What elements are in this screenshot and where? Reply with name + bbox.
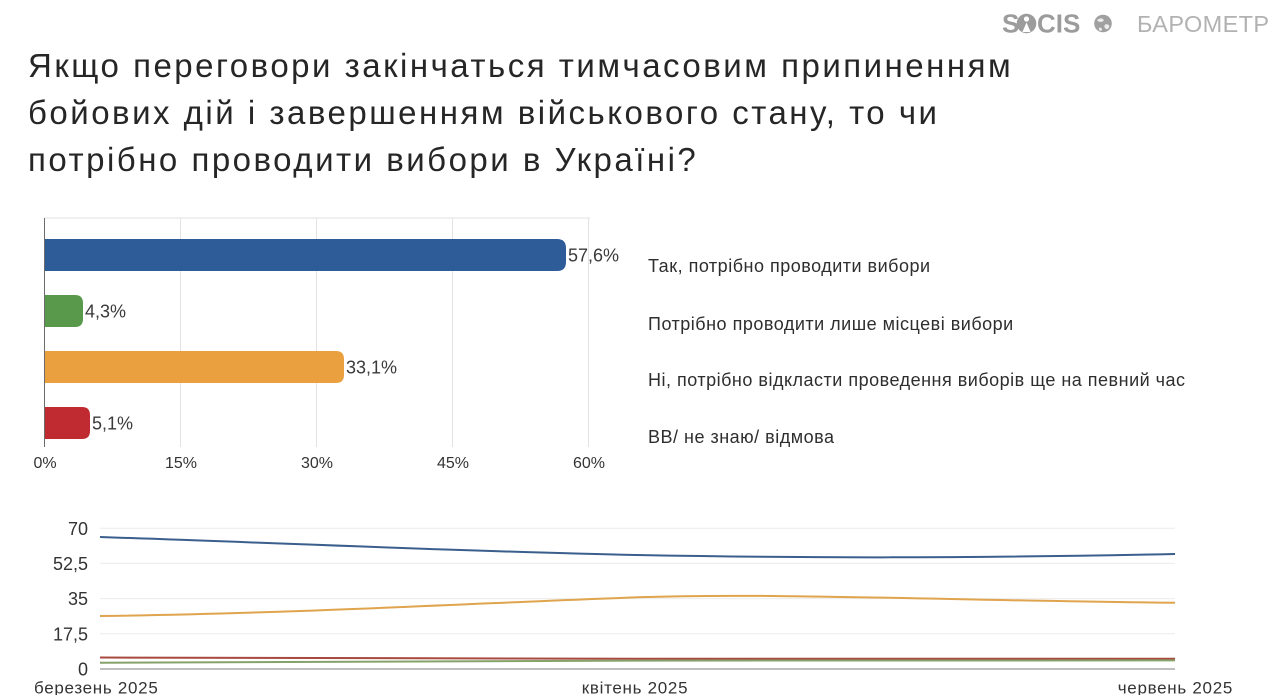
svg-text:березень 2025: березень 2025	[34, 679, 158, 695]
svg-text:52,5: 52,5	[53, 554, 88, 574]
svg-text:червень 2025: червень 2025	[1118, 679, 1233, 695]
svg-text:S: S	[1002, 9, 1019, 39]
svg-text:0%: 0%	[33, 455, 56, 472]
svg-text:БАРОМЕТР: БАРОМЕТР	[1137, 11, 1270, 37]
svg-text:квітень 2025: квітень 2025	[582, 679, 688, 695]
svg-text:5,1%: 5,1%	[92, 414, 133, 434]
svg-text:17,5: 17,5	[53, 624, 88, 644]
svg-text:4,3%: 4,3%	[85, 302, 126, 322]
svg-text:60%: 60%	[573, 455, 605, 472]
svg-text:70: 70	[68, 519, 88, 539]
svg-text:33,1%: 33,1%	[346, 358, 397, 378]
svg-text:0: 0	[78, 660, 88, 680]
svg-text:15%: 15%	[165, 455, 197, 472]
svg-text:45%: 45%	[437, 455, 469, 472]
svg-text:57,6%: 57,6%	[568, 246, 619, 266]
svg-text:30%: 30%	[301, 455, 333, 472]
svg-text:35: 35	[68, 589, 88, 609]
svg-text:CIS: CIS	[1037, 9, 1080, 39]
